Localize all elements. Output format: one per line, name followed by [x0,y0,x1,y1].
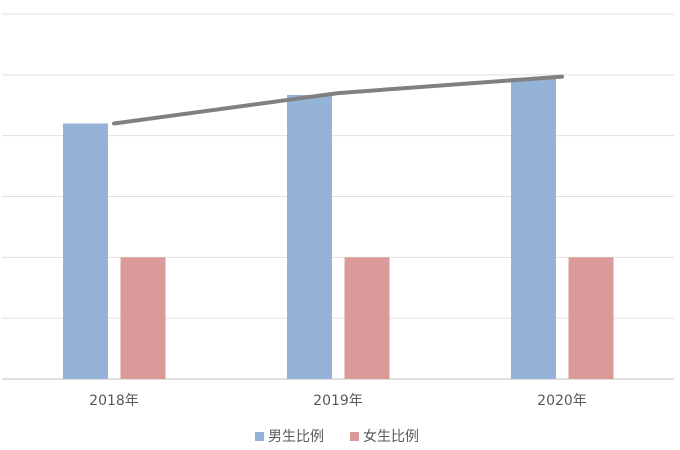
bar [63,123,108,379]
x-tick-label: 2020年 [537,393,587,409]
bar [511,77,556,379]
legend-swatch [255,432,264,441]
bar [120,257,166,379]
legend-label: 男生比例 [268,429,324,445]
legend-swatch [350,432,359,441]
x-tick-label: 2018年 [89,393,139,409]
bar [344,257,390,379]
bar [568,257,614,379]
bar [287,94,332,380]
legend-label: 女生比例 [363,428,419,445]
trend-line [112,74,564,126]
x-tick-label: 2019年 [313,393,363,409]
